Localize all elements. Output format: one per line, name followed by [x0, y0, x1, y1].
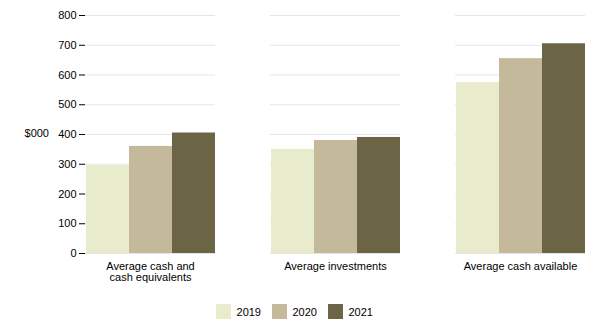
svg-text:Average investments: Average investments	[284, 260, 387, 272]
svg-text:800: 800	[58, 9, 76, 21]
svg-text:Average cash available: Average cash available	[464, 260, 578, 272]
svg-text:Average cash andcash equivalen: Average cash andcash equivalents	[106, 260, 194, 283]
svg-text:100: 100	[58, 217, 76, 229]
svg-text:400: 400	[58, 128, 76, 140]
svg-text:600: 600	[58, 69, 76, 81]
svg-text:200: 200	[58, 188, 76, 200]
html-text:2021: 2021	[348, 305, 373, 318]
html-text:2020: 2020	[292, 305, 317, 318]
svg-text:700: 700	[58, 39, 76, 51]
html-text:2019: 2019	[236, 305, 261, 318]
svg-text:500: 500	[58, 98, 76, 110]
svg-text:$000: $000	[25, 127, 49, 139]
svg-text:300: 300	[58, 158, 76, 170]
svg-text:0: 0	[70, 247, 76, 259]
